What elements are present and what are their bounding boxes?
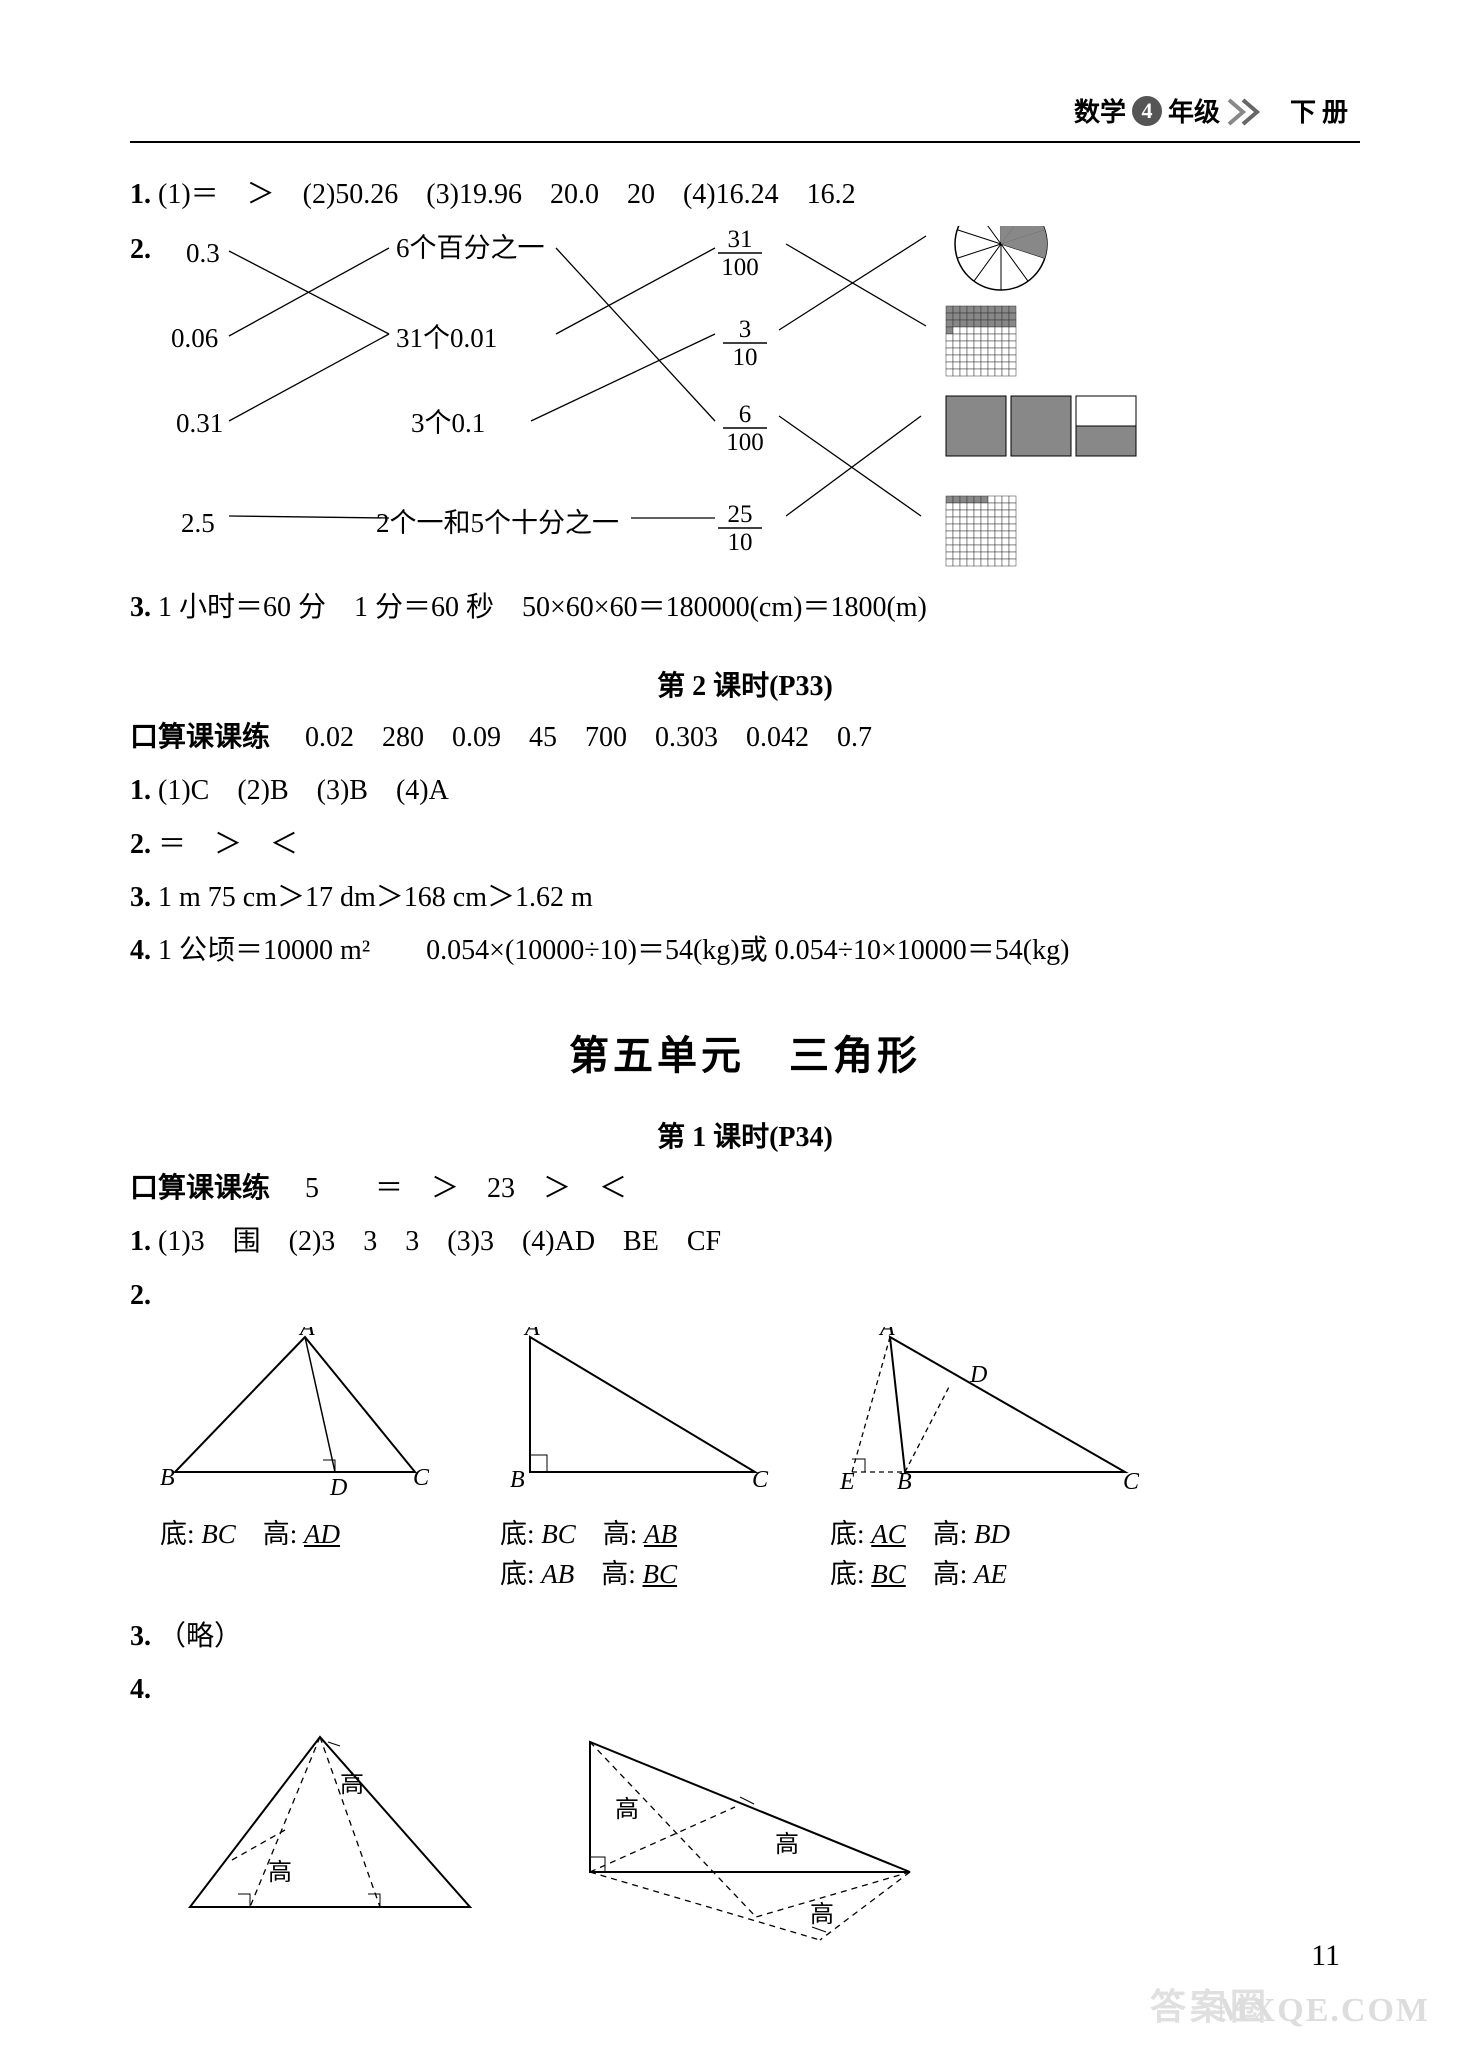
q4-triangle-diagram: 高高高 (560, 1722, 980, 1952)
svg-text:C: C (752, 1467, 769, 1493)
triangle-caption: 底: BC 高: AD (160, 1514, 450, 1555)
svg-text:6: 6 (739, 401, 752, 428)
svg-text:25: 25 (728, 501, 753, 528)
svg-text:高: 高 (615, 1796, 639, 1823)
page-header: 数学 4 年级 下册 (130, 90, 1360, 131)
svg-text:0.31: 0.31 (176, 408, 223, 438)
q3-number: 3. (130, 592, 151, 623)
svg-text:高: 高 (268, 1859, 292, 1886)
triangle-cell: A B C 底: BC 高: AB底: AB 高: BC (500, 1327, 780, 1595)
svg-text:2.5: 2.5 (181, 508, 215, 538)
svg-text:6个百分之一: 6个百分之一 (396, 233, 545, 263)
q3-text: 1 小时＝60 分 1 分＝60 秒 50×60×60＝180000(cm)＝1… (158, 592, 927, 623)
svg-text:A: A (523, 1327, 540, 1341)
triangle-caption: 底: AC 高: BD底: BC 高: AE (830, 1514, 1150, 1595)
unit5-kousuan: 口算课课练 5 ＝ ＞ 23 ＞ ＜ (130, 1167, 1360, 1210)
l2-2: 2. ＝ ＞ ＜ (130, 823, 1360, 866)
q1-number: 1. (130, 179, 151, 210)
svg-text:100: 100 (726, 429, 764, 456)
subject-label: 数学 (1074, 92, 1126, 129)
q4-triangle-row: 高高高高高 (180, 1722, 1360, 1952)
q2-matching-diagram: 0.3 0.06 0.31 2.5 6个百分之一 31个0.01 3个0.1 2个一和5个十分… (151, 226, 1301, 576)
svg-text:B: B (897, 1469, 912, 1495)
triangle-cell: A B C D E 底: AC 高: BD底: BC 高: AE (830, 1327, 1150, 1595)
triangle-diagram: A B C D (160, 1327, 450, 1497)
l2-3: 3. 1 m 75 cm＞17 dm＞168 cm＞1.62 m (130, 876, 1360, 919)
page-number: 11 (1311, 1939, 1340, 1973)
q2-block: 2. 0.3 0.06 0.31 2.5 6个百分之一 31个0.01 3个0.1 2个一和5… (130, 226, 1360, 576)
svg-text:D: D (329, 1475, 347, 1497)
lesson2-heading: 第 2 课时(P33) (130, 664, 1360, 704)
volume-label: 下册 (1284, 90, 1360, 131)
svg-text:高: 高 (775, 1831, 799, 1858)
svg-text:100: 100 (721, 254, 759, 281)
l2-4: 4. 1 公顷＝10000 m² 0.054×(10000÷10)＝54(kg)… (130, 929, 1360, 972)
q2-number: 2. (130, 228, 151, 271)
svg-text:B: B (510, 1467, 525, 1493)
grade-badge: 4 (1132, 96, 1162, 126)
triangle-diagram: A B C (500, 1327, 780, 1497)
chevron-icon (1226, 94, 1278, 126)
kousuan-values: 0.02 280 0.09 45 700 0.303 0.042 0.7 (305, 722, 872, 753)
svg-text:A: A (878, 1327, 895, 1341)
u5-4: 4. (130, 1668, 1360, 1711)
svg-text:10: 10 (728, 529, 753, 556)
q3-line: 3. 1 小时＝60 分 1 分＝60 秒 50×60×60＝180000(cm… (130, 586, 1360, 629)
svg-text:C: C (1123, 1469, 1140, 1495)
kousuan-label: 口算课课练 (130, 722, 270, 753)
q1-line: 1. (1)＝ ＞ (2)50.26 (3)19.96 20.0 20 (4)1… (130, 173, 1360, 216)
svg-text:0.06: 0.06 (171, 323, 218, 353)
triangle-diagram: A B C D E (830, 1327, 1150, 1497)
unit5-lesson1-heading: 第 1 课时(P34) (130, 1115, 1360, 1155)
svg-text:31: 31 (728, 226, 753, 253)
svg-text:10: 10 (733, 344, 758, 371)
triangle-caption: 底: BC 高: AB底: AB 高: BC (500, 1514, 780, 1595)
svg-text:0.3: 0.3 (186, 238, 220, 268)
svg-text:C: C (413, 1465, 430, 1491)
watermark-small: MXQE.COM (1217, 1992, 1430, 2030)
u5-2: 2. (130, 1274, 1360, 1317)
header-rule (130, 141, 1360, 143)
svg-text:3: 3 (739, 316, 752, 343)
svg-text:高: 高 (340, 1771, 364, 1798)
l2-1: 1. (1)C (2)B (3)B (4)A (130, 769, 1360, 812)
q1-text: (1)＝ ＞ (2)50.26 (3)19.96 20.0 20 (4)16.2… (158, 179, 856, 210)
svg-text:31个0.01: 31个0.01 (396, 323, 497, 353)
unit5-heading: 第五单元 三角形 (130, 1023, 1360, 1081)
u5-1: 1. (1)3 围 (2)3 3 3 (3)3 (4)AD BE CF (130, 1220, 1360, 1263)
svg-text:2个一和5个十分之一: 2个一和5个十分之一 (376, 508, 619, 538)
lesson2-kousuan: 口算课课练 0.02 280 0.09 45 700 0.303 0.042 0… (130, 716, 1360, 759)
triangle-row: A B C D 底: BC 高: AD A B C 底: BC 高: AB底: AB 高: BC… (160, 1327, 1360, 1595)
svg-text:高: 高 (810, 1901, 834, 1928)
svg-text:A: A (298, 1327, 315, 1341)
svg-text:E: E (839, 1469, 855, 1495)
q4-triangle-diagram: 高高 (180, 1722, 490, 1932)
grade-suffix: 年级 (1168, 92, 1220, 129)
svg-text:3个0.1: 3个0.1 (411, 408, 485, 438)
u5-3: 3. （略） (130, 1615, 1360, 1658)
svg-text:D: D (969, 1362, 987, 1388)
svg-text:B: B (160, 1465, 175, 1491)
triangle-cell: A B C D 底: BC 高: AD (160, 1327, 450, 1555)
